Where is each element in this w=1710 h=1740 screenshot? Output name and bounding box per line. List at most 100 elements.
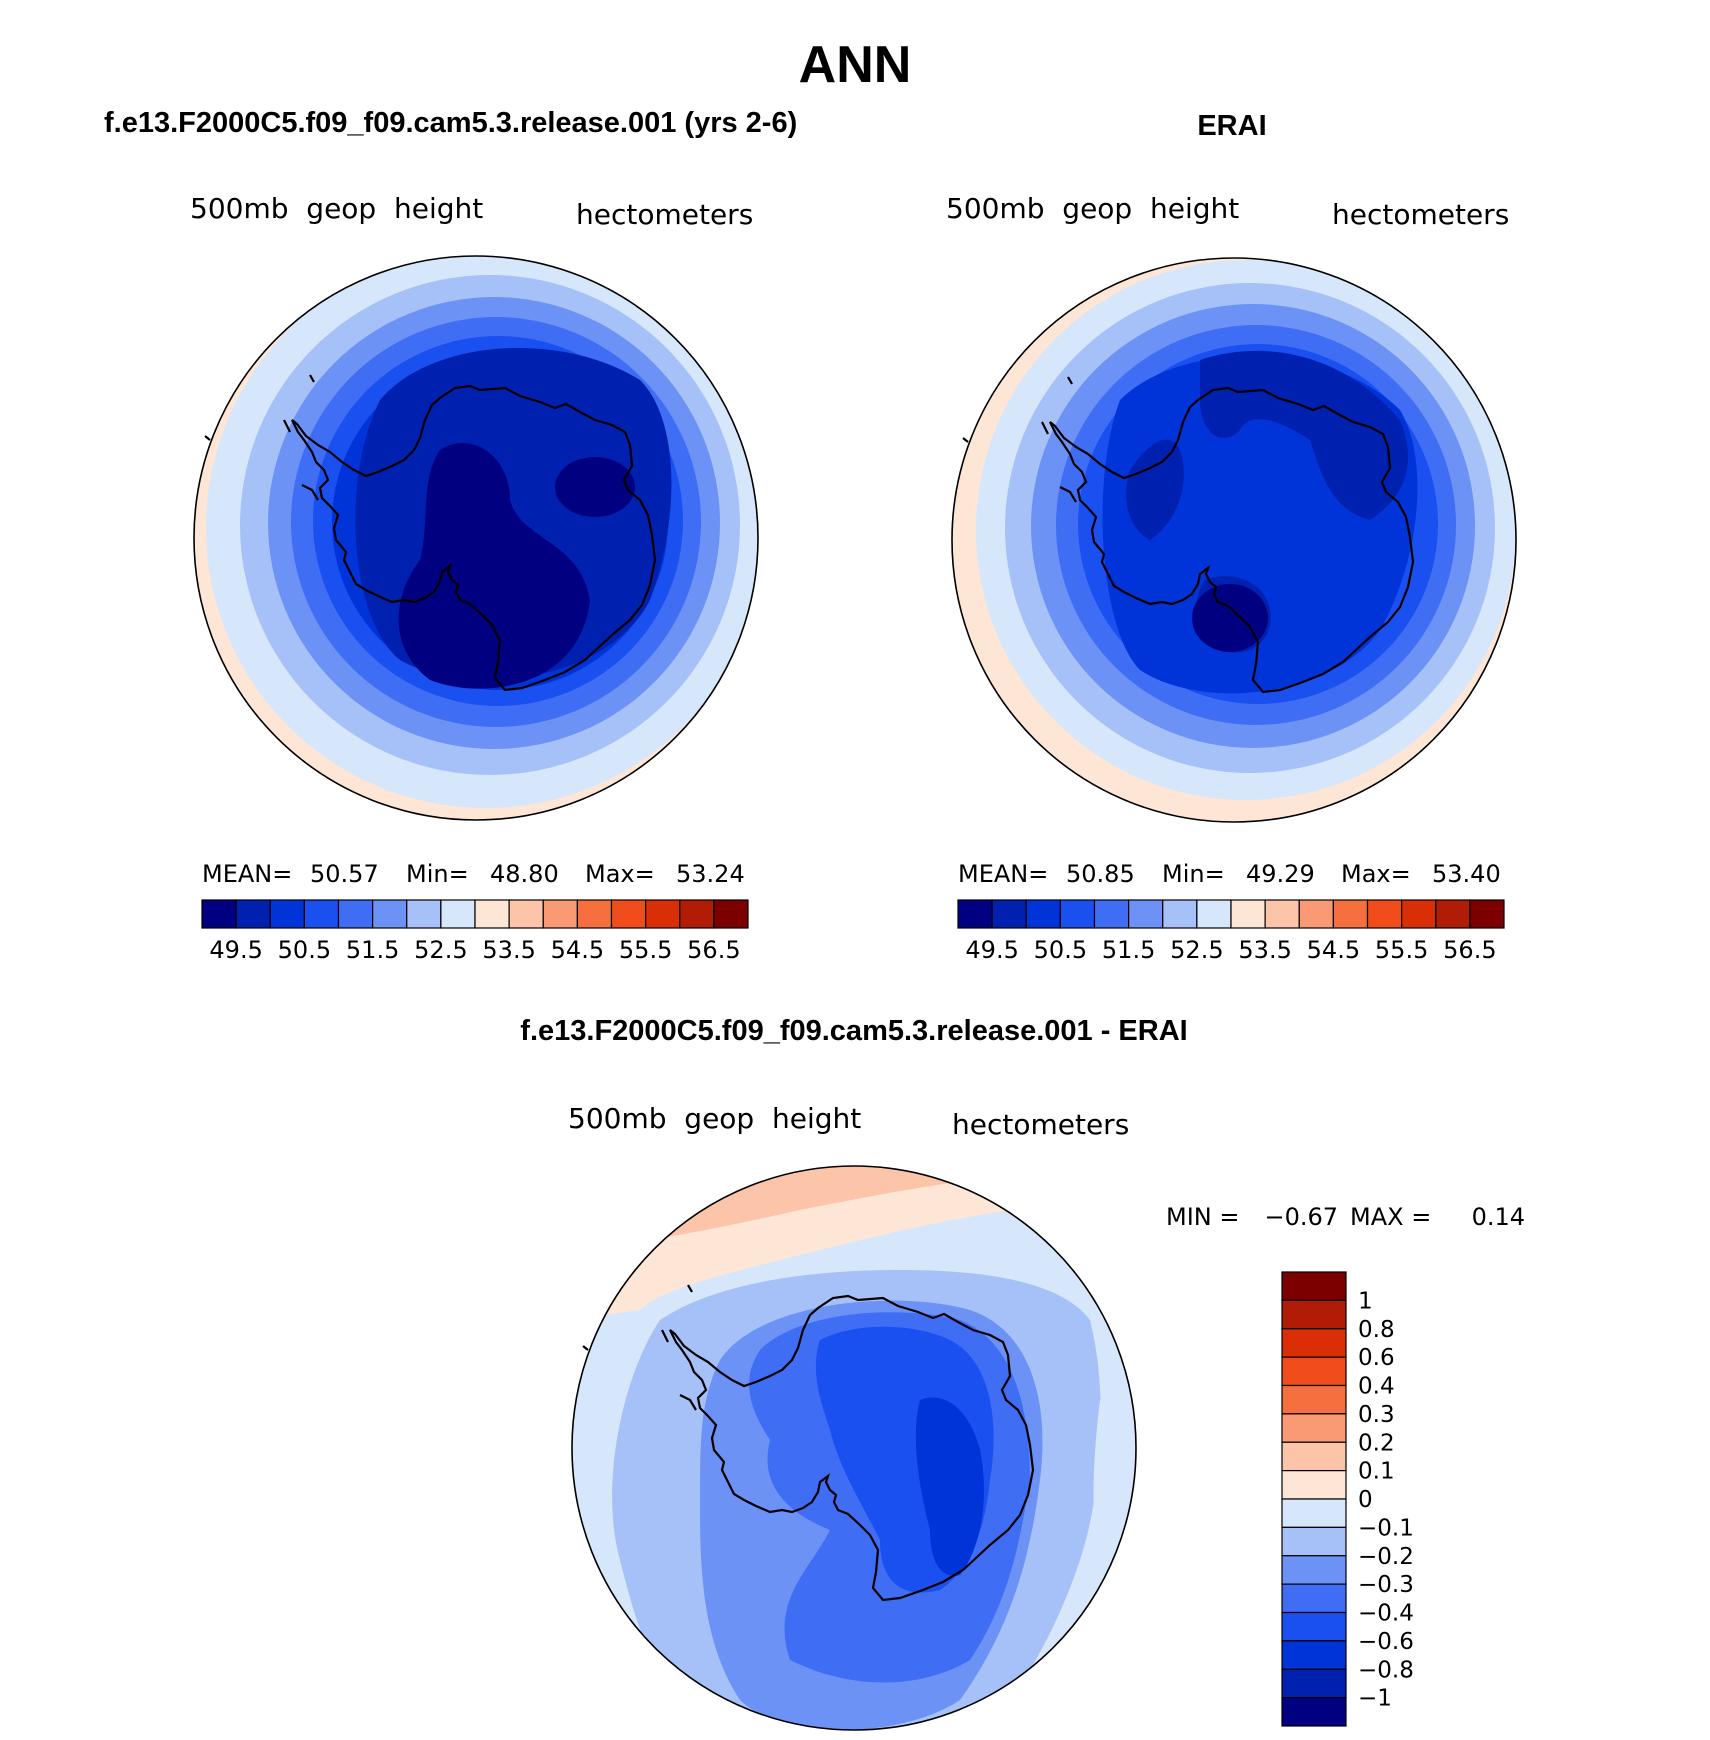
diff-colorbar-swatch	[1281, 1526, 1347, 1557]
diff-minmax: MIN = −0.67 MAX = 0.14	[1166, 1203, 1525, 1231]
model-contour-fill	[194, 256, 758, 820]
model-mean-label: MEAN=	[202, 860, 292, 888]
diff-colorbar-tick-label: 0.4	[1358, 1374, 1395, 1400]
model-colorbar-swatch	[269, 899, 305, 929]
diff-colorbar-swatch	[1281, 1583, 1347, 1614]
model-colorbar-tick-label: 53.5	[482, 936, 535, 964]
diff-units-label: hectometers	[952, 1108, 1129, 1141]
model-colorbar-swatch	[337, 899, 374, 929]
diff-colorbar-tick-label: 0.2	[1358, 1430, 1395, 1456]
diff-colorbar-swatch	[1281, 1668, 1347, 1699]
obs-antarctica-coastline	[1049, 386, 1415, 694]
diff-panel-heading: f.e13.F2000C5.f09_f09.cam5.3.release.001…	[520, 1015, 1187, 1047]
obs-colorbar-tick-label: 49.5	[965, 936, 1018, 964]
diff-colorbar-tick-label: −1	[1358, 1686, 1392, 1712]
model-colorbar-swatch	[542, 899, 578, 929]
model-max-value: 53.24	[676, 860, 745, 888]
diff-min-label: MIN =	[1166, 1203, 1239, 1231]
model-variable-label: 500mb geop height	[190, 192, 483, 225]
obs-polar-map	[951, 257, 1517, 823]
model-colorbar-tick-label: 51.5	[346, 936, 399, 964]
obs-colorbar-tick-label: 50.5	[1034, 936, 1087, 964]
diff-colorbar-tick-label: 0.8	[1358, 1317, 1395, 1343]
diff-colorbar-swatch	[1281, 1498, 1347, 1528]
model-units-label: hectometers	[576, 198, 753, 231]
diff-max-label: MAX =	[1350, 1203, 1431, 1231]
figure-title: ANN	[799, 36, 912, 94]
obs-mean-label: MEAN=	[958, 860, 1048, 888]
diff-colorbar-swatch	[1281, 1611, 1347, 1642]
obs-colorbar-swatch	[1332, 899, 1369, 929]
obs-map-border	[951, 257, 1517, 823]
model-colorbar-tick-label: 56.5	[687, 936, 740, 964]
diff-peninsula-islands	[582, 1284, 697, 1411]
model-colorbar-swatch	[235, 899, 271, 929]
diff-colorbar-tick-label: −0.8	[1358, 1657, 1414, 1683]
diff-map-border	[571, 1165, 1137, 1731]
diff-colorbar-tick-label: −0.1	[1358, 1515, 1414, 1541]
diff-colorbar-tick-label: −0.3	[1358, 1572, 1414, 1598]
diff-colorbar-swatch	[1281, 1271, 1347, 1301]
model-map-border	[193, 255, 759, 821]
diff-colorbar-tick-label: 0.6	[1358, 1345, 1395, 1371]
obs-colorbar-swatch	[1264, 899, 1300, 929]
model-colorbar-swatch	[576, 899, 613, 929]
diff-variable-label: 500mb geop height	[568, 1102, 861, 1135]
model-colorbar-swatch	[303, 899, 340, 929]
diff-antarctica-coastline	[669, 1294, 1035, 1602]
model-colorbar-swatch	[645, 899, 681, 929]
obs-colorbar-tick-label: 56.5	[1443, 936, 1496, 964]
diff-colorbar-swatch	[1281, 1640, 1347, 1670]
obs-colorbar-swatch	[1366, 899, 1403, 929]
obs-colorbar-swatch	[957, 899, 993, 929]
obs-units-label: hectometers	[1332, 198, 1509, 231]
diff-colorbar-tick-label: −0.2	[1358, 1544, 1414, 1570]
obs-colorbar-swatch	[1025, 899, 1061, 929]
diff-contour-fill	[572, 1166, 1136, 1730]
obs-colorbar-swatch	[991, 899, 1027, 929]
model-colorbar-tick-label: 50.5	[278, 936, 331, 964]
model-colorbar-swatch	[679, 899, 715, 929]
model-colorbar-tick-label: 54.5	[551, 936, 604, 964]
obs-variable-label: 500mb geop height	[946, 192, 1239, 225]
obs-colorbar-swatch	[1401, 899, 1437, 929]
obs-peninsula-islands	[962, 376, 1077, 503]
diff-colorbar-tick-label: 0	[1358, 1487, 1373, 1513]
obs-colorbar-tick-label: 53.5	[1238, 936, 1291, 964]
diff-colorbar-swatch	[1281, 1697, 1347, 1727]
diff-colorbar: 1 0.80.6 0.40.30.2 0.10−0.1 −0.2−0.3 −0.4−0.6…	[1281, 1271, 1414, 1727]
diff-colorbar-swatch	[1281, 1328, 1347, 1358]
obs-colorbar-swatch	[1162, 899, 1198, 929]
diff-colorbar-swatch	[1281, 1413, 1347, 1443]
model-colorbar-swatch	[610, 899, 647, 929]
diff-colorbar-tick-label: −0.6	[1358, 1629, 1414, 1655]
model-panel-heading: f.e13.F2000C5.f09_f09.cam5.3.release.001…	[104, 107, 797, 139]
obs-colorbar-swatch	[1469, 899, 1505, 929]
model-max-label: Max=	[585, 860, 655, 888]
model-colorbar-swatch	[508, 899, 544, 929]
diff-colorbar-swatch	[1281, 1470, 1347, 1500]
diff-colorbar-swatch	[1281, 1384, 1347, 1415]
obs-colorbar-swatch	[1093, 899, 1130, 929]
model-colorbar-tick-label: 49.5	[209, 936, 262, 964]
model-colorbar-swatch	[406, 899, 442, 929]
diff-polar-map	[571, 1165, 1137, 1731]
model-colorbar-swatch	[713, 899, 749, 929]
diff-colorbar-tick-label: 1	[1358, 1288, 1373, 1314]
diff-colorbar-swatch	[1281, 1356, 1347, 1387]
model-min-value: 48.80	[490, 860, 559, 888]
model-min-label: Min=	[406, 860, 469, 888]
diff-colorbar-swatch	[1281, 1441, 1347, 1472]
model-peninsula-islands	[204, 374, 319, 501]
obs-colorbar-swatch	[1298, 899, 1334, 929]
diff-max-value: 0.14	[1472, 1203, 1525, 1231]
obs-colorbar-tick-label: 54.5	[1307, 936, 1360, 964]
model-antarctica-coastline	[291, 384, 657, 692]
obs-colorbar-tick-label: 55.5	[1375, 936, 1428, 964]
obs-colorbar-tick-label: 52.5	[1170, 936, 1223, 964]
diff-colorbar-swatch	[1281, 1555, 1347, 1585]
model-colorbar-swatch	[474, 899, 510, 929]
diff-colorbar-tick-label: 0.3	[1358, 1402, 1395, 1428]
obs-colorbar: 49.5 50.5 51.5 52.5 53.5 54.5 55.5 56.5	[957, 899, 1505, 964]
